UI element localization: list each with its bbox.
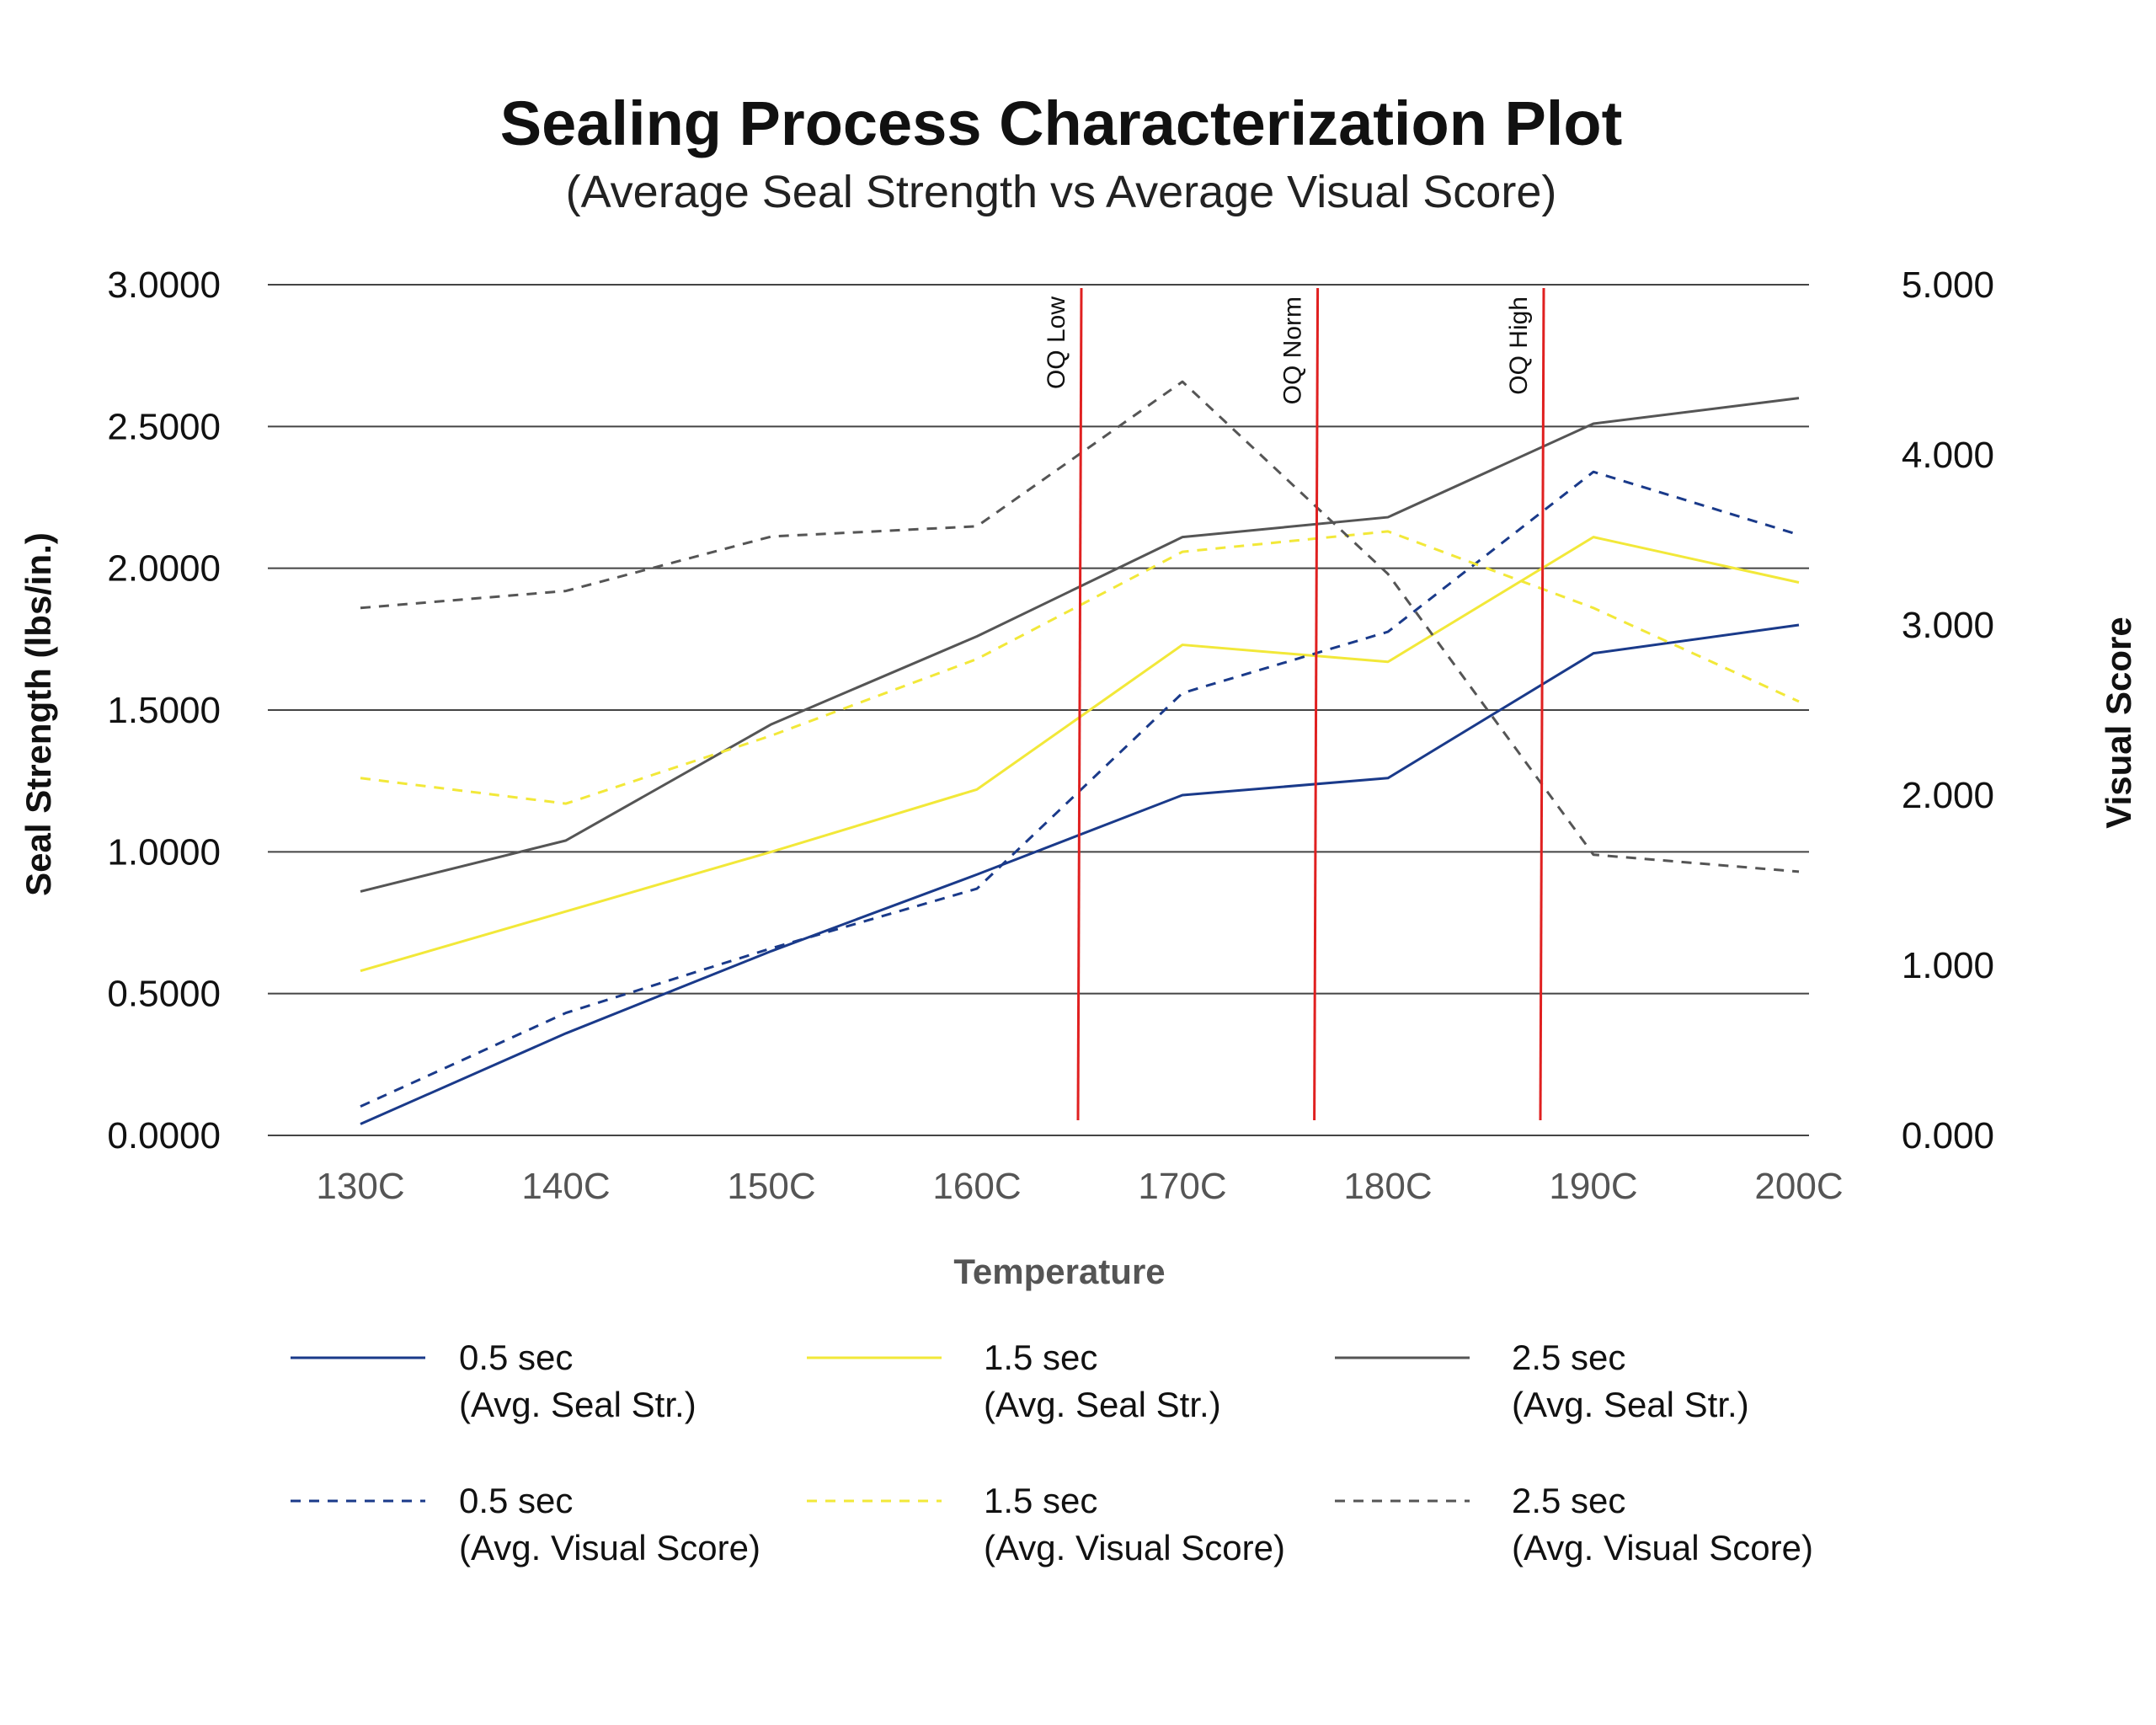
x-tick-label: 150C: [727, 1166, 815, 1207]
x-tick-label: 190C: [1549, 1166, 1637, 1207]
x-axis-title: Temperature: [953, 1252, 1165, 1291]
left-axis-ticks: 0.0000 0.5000 1.0000 1.5000 2.0000 2.5000 3.00…: [107, 264, 221, 1156]
x-tick-label: 180C: [1343, 1166, 1432, 1207]
y2-tick-label: 2.000: [1902, 775, 1994, 816]
reference-line: [1076, 287, 1083, 1121]
y-tick-label: 2.5000: [107, 406, 221, 447]
reference-line-label: OQ Low: [1043, 296, 1070, 389]
y-tick-label: 0.5000: [107, 974, 221, 1015]
reference-line-label: OQ Norm: [1279, 296, 1307, 404]
legend-label: 0.5 sec: [459, 1338, 573, 1377]
legend-label: 2.5 sec: [1512, 1481, 1625, 1520]
y-axis-title: Seal Strength (lbs/in.): [19, 532, 58, 896]
y2-tick-label: 3.000: [1902, 605, 1994, 646]
x-tick-label: 160C: [932, 1166, 1021, 1207]
x-tick-label: 170C: [1138, 1166, 1226, 1207]
chart-subtitle: (Average Seal Strength vs Average Visual…: [566, 167, 1557, 217]
y-tick-label: 2.0000: [107, 548, 221, 590]
legend-sublabel: (Avg. Seal Str.): [1512, 1385, 1749, 1424]
chart-title: Sealing Process Characterization Plot: [500, 88, 1622, 158]
legend-sublabel: (Avg. Visual Score): [984, 1528, 1285, 1567]
y-tick-label: 1.0000: [107, 831, 221, 873]
reference-line-label: OQ High: [1505, 296, 1533, 395]
legend-sublabel: (Avg. Visual Score): [1512, 1528, 1813, 1567]
series-line-5: [360, 530, 1800, 805]
reference-lines: OQ Low OQ Norm OQ High: [1043, 287, 1545, 1121]
y2-tick-label: 1.000: [1902, 945, 1994, 986]
legend-sublabel: (Avg. Visual Score): [459, 1528, 760, 1567]
legend-label: 0.5 sec: [459, 1481, 573, 1520]
legend: 0.5 sec (Avg. Seal Str.) 1.5 sec (Avg. Seal…: [291, 1338, 1813, 1567]
gridlines: [268, 284, 1809, 1136]
x-tick-label: 140C: [521, 1166, 610, 1207]
legend-label: 1.5 sec: [984, 1481, 1097, 1520]
y2-tick-label: 0.000: [1902, 1115, 1994, 1156]
legend-label: 2.5 sec: [1512, 1338, 1625, 1377]
y2-axis-title: Visual Score: [2099, 617, 2138, 828]
legend-sublabel: (Avg. Seal Str.): [459, 1385, 696, 1424]
reference-line: [1313, 287, 1320, 1121]
y2-tick-label: 5.000: [1902, 264, 1994, 306]
x-tick-label: 130C: [316, 1166, 404, 1207]
legend-sublabel: (Avg. Seal Str.): [984, 1385, 1221, 1424]
y-tick-label: 3.0000: [107, 264, 221, 306]
x-tick-label: 200C: [1754, 1166, 1843, 1207]
right-axis-ticks: 0.000 1.000 2.000 3.000 4.000 5.000: [1902, 264, 1994, 1156]
reference-line: [1539, 287, 1545, 1121]
x-axis-ticks: 130C 140C 150C 160C 170C 180C 190C 200C: [316, 1166, 1843, 1207]
y2-tick-label: 4.000: [1902, 435, 1994, 476]
y-tick-label: 1.5000: [107, 690, 221, 731]
legend-label: 1.5 sec: [984, 1338, 1097, 1377]
y-tick-label: 0.0000: [107, 1115, 221, 1156]
